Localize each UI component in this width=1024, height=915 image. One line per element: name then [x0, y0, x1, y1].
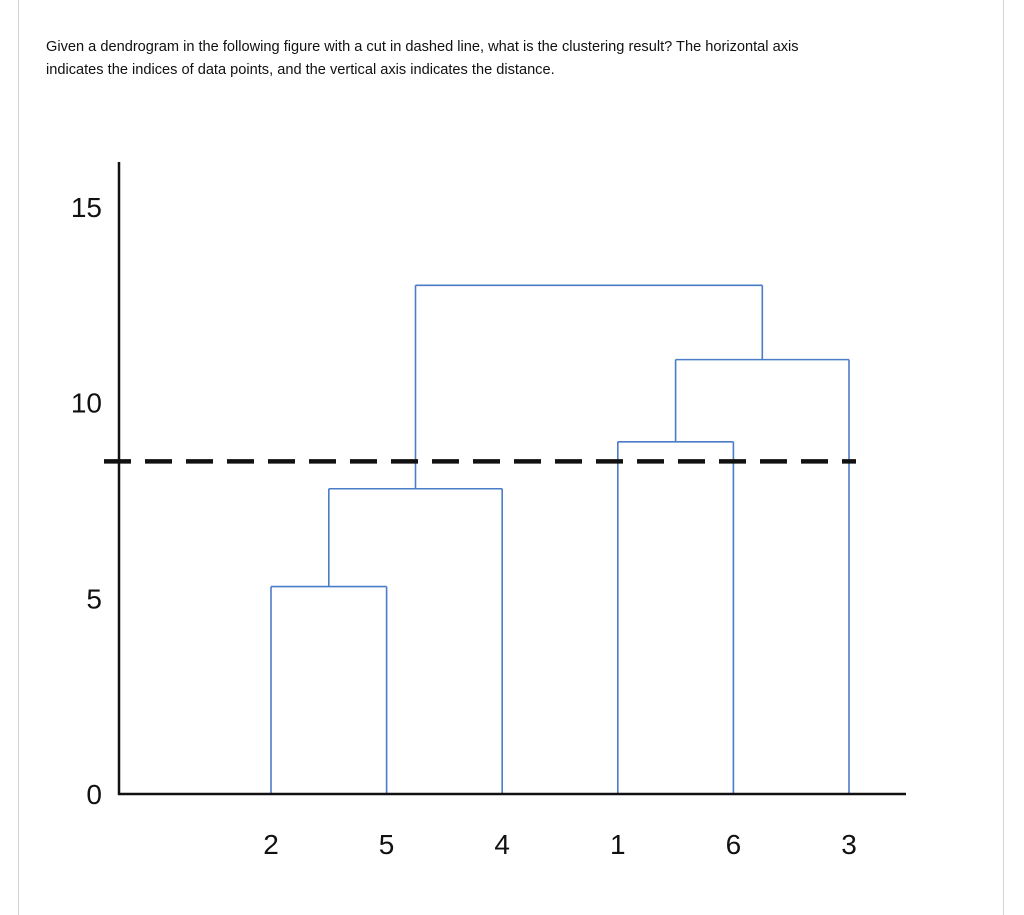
question-text: Given a dendrogram in the following figu…: [46, 36, 946, 82]
question-line-1: Given a dendrogram in the following figu…: [46, 39, 799, 55]
x-tick-label: 1: [610, 829, 626, 860]
x-tick-label: 6: [726, 829, 742, 860]
dendrogram-tree: [270, 284, 850, 794]
y-tick-label: 5: [86, 583, 102, 614]
x-tick-label: 4: [494, 829, 510, 860]
question-line-2: indicates the indices of data points, an…: [46, 62, 555, 78]
y-tick-label: 15: [71, 192, 102, 223]
x-tick-label: 3: [841, 829, 857, 860]
y-tick-label: 0: [86, 779, 102, 810]
tick-labels: 0 5 10 15 2 5 4 1 6 3: [71, 192, 857, 860]
y-tick-label: 10: [71, 388, 102, 419]
x-tick-label: 2: [263, 829, 279, 860]
axes: [117, 162, 906, 796]
page-frame: [18, 0, 1004, 915]
x-tick-label: 5: [379, 829, 395, 860]
